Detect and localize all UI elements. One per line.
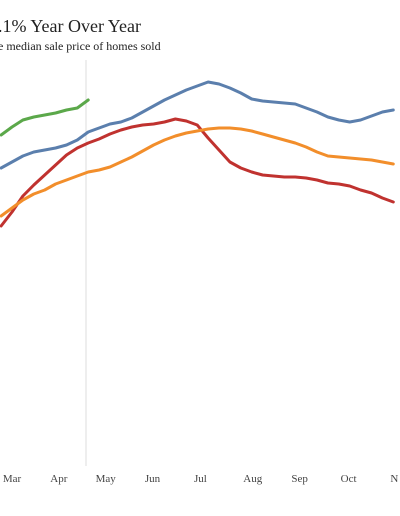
- x-tick-label: May: [96, 473, 117, 485]
- x-tick-label: Oct: [341, 473, 357, 485]
- x-tick-label: Aug: [243, 473, 262, 485]
- series-line: [0, 98, 90, 137]
- chart-subtitle: e median sale price of homes sold: [0, 39, 161, 53]
- x-tick-label: Jun: [145, 473, 161, 485]
- x-tick-label: Jul: [194, 473, 207, 485]
- x-tick-label: Apr: [50, 473, 67, 485]
- chart-title: .1% Year Over Year: [0, 16, 141, 36]
- series-line: [0, 80, 395, 170]
- series-line: [0, 117, 395, 228]
- x-tick-label: Sep: [291, 473, 308, 485]
- x-tick-label: Mar: [3, 473, 22, 485]
- series-line: [0, 126, 395, 218]
- x-tick-label: N: [390, 473, 398, 485]
